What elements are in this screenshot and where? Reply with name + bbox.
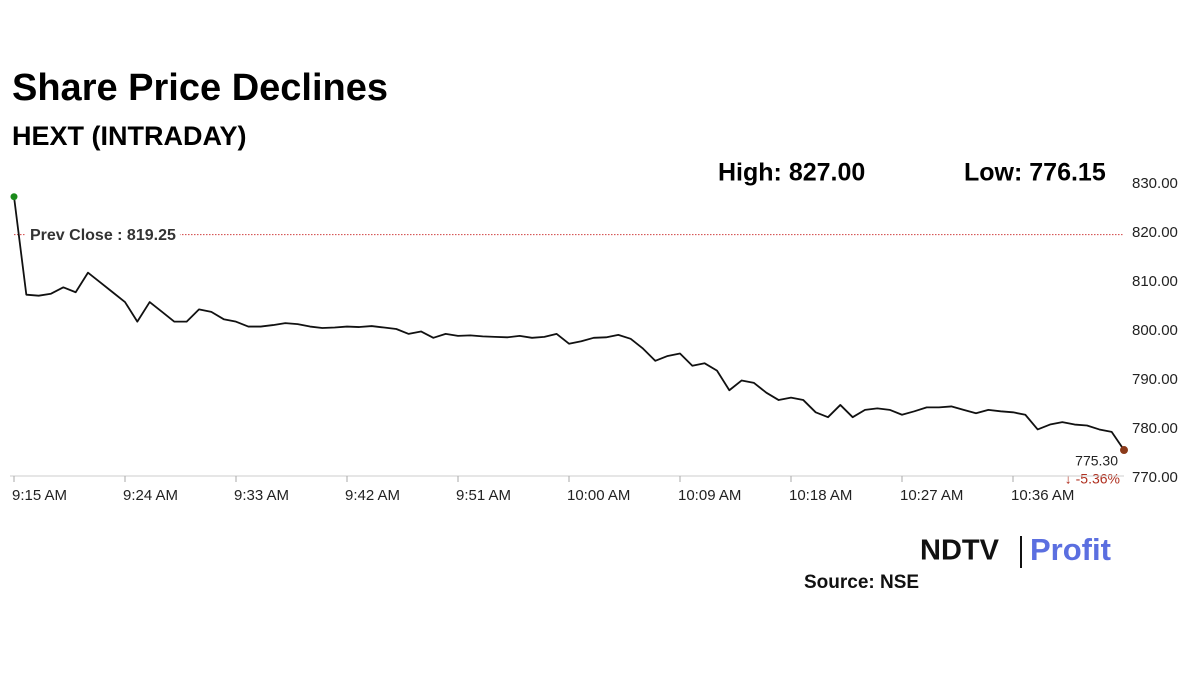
source: Source: NSE bbox=[804, 572, 919, 593]
x-tick-label: 10:09 AM bbox=[678, 487, 741, 504]
x-tick-label: 9:51 AM bbox=[456, 487, 511, 504]
y-tick-label: 820.00 bbox=[1132, 224, 1178, 241]
x-tick-label: 10:00 AM bbox=[567, 487, 630, 504]
x-tick-label: 9:15 AM bbox=[12, 487, 67, 504]
x-tick-label: 10:27 AM bbox=[900, 487, 963, 504]
y-tick-label: 780.00 bbox=[1132, 420, 1178, 437]
y-tick-label: 830.00 bbox=[1132, 175, 1178, 192]
y-tick-label: 810.00 bbox=[1132, 273, 1178, 290]
prev-close-label: Prev Close : 819.25 bbox=[30, 227, 176, 244]
y-tick-label: 790.00 bbox=[1132, 371, 1178, 388]
price-line bbox=[13, 196, 1125, 451]
last-price-label: 775.30 bbox=[1075, 453, 1118, 469]
chart-title: Share Price Declines bbox=[12, 67, 388, 109]
logo-ndtv: NDTV bbox=[920, 535, 1000, 567]
x-tick-label: 10:18 AM bbox=[789, 487, 852, 504]
end-point bbox=[1120, 446, 1128, 455]
high-label: High: 827.00 bbox=[718, 159, 865, 187]
chart-subtitle: HEXT (INTRADAY) bbox=[12, 121, 247, 151]
change-label: ↓ -5.36% bbox=[1065, 471, 1120, 487]
low-label: Low: 776.15 bbox=[964, 159, 1106, 187]
x-tick-label: 9:24 AM bbox=[123, 487, 178, 504]
x-tick-label: 9:33 AM bbox=[234, 487, 289, 504]
x-tick-label: 9:42 AM bbox=[345, 487, 400, 504]
prev-close-label-bg bbox=[26, 224, 180, 246]
logo-profit: Profit bbox=[1030, 532, 1111, 567]
y-tick-label: 800.00 bbox=[1132, 322, 1178, 339]
start-point bbox=[10, 193, 18, 201]
y-tick-label: 770.00 bbox=[1132, 469, 1178, 486]
x-tick-label: 10:36 AM bbox=[1011, 487, 1074, 504]
